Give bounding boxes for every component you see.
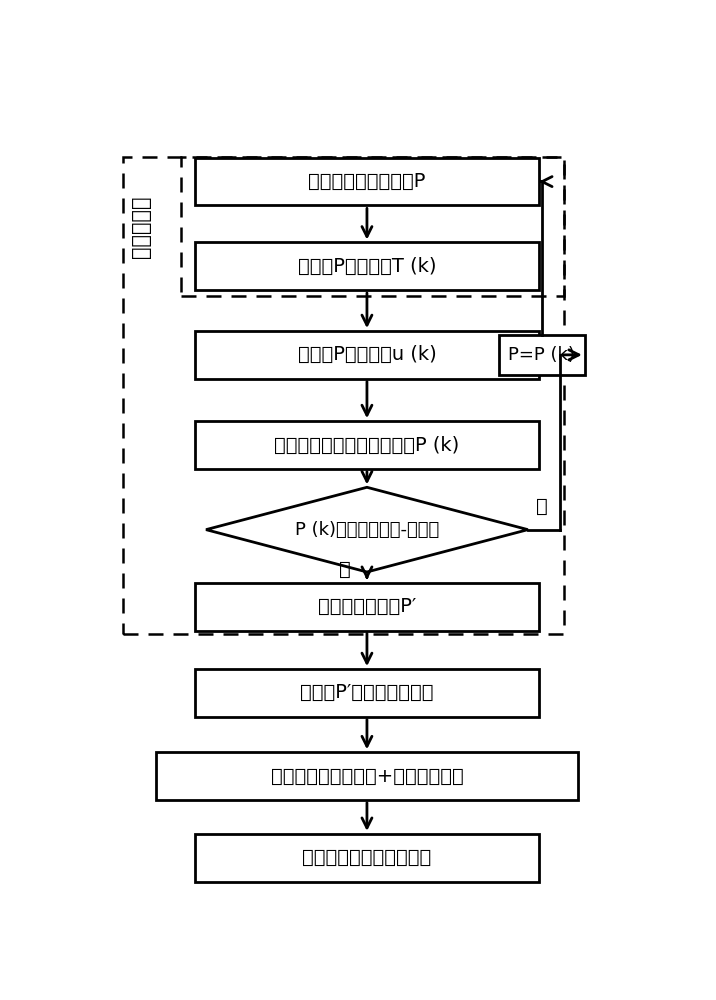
- Text: 计算点P搜索方向u (k): 计算点P搜索方向u (k): [298, 345, 436, 364]
- Text: 最优刚度与姿态关系+最优参数组合: 最优刚度与姿态关系+最优参数组合: [271, 767, 463, 786]
- Text: P (k)满足最优刚度-姿态？: P (k)满足最优刚度-姿态？: [295, 521, 439, 539]
- Bar: [195, 331, 539, 379]
- Text: 确定点P′处的曲率和刚度: 确定点P′处的曲率和刚度: [300, 683, 434, 702]
- Text: 机器人磨抛加工振动抑制: 机器人磨抛加工振动抑制: [302, 848, 432, 867]
- Text: 计算点P迭代刚度T (k): 计算点P迭代刚度T (k): [298, 257, 436, 276]
- Text: 输入初始迭代路径点P: 输入初始迭代路径点P: [309, 172, 425, 191]
- Text: 输出优化后的点P′: 输出优化后的点P′: [318, 597, 416, 616]
- Bar: [195, 242, 539, 290]
- Bar: [123, 157, 564, 634]
- Bar: [195, 158, 539, 205]
- Bar: [195, 421, 539, 469]
- Bar: [499, 335, 585, 375]
- Text: 否: 否: [536, 497, 548, 516]
- Text: 拟牛顿算法: 拟牛顿算法: [131, 195, 151, 258]
- Bar: [195, 583, 539, 631]
- Text: 是: 是: [339, 560, 351, 579]
- Polygon shape: [206, 487, 528, 572]
- Bar: [195, 669, 539, 717]
- Text: P=P (k): P=P (k): [508, 346, 575, 364]
- Bar: [181, 157, 564, 296]
- Text: 计算满足刚度最大的位姿点P (k): 计算满足刚度最大的位姿点P (k): [274, 435, 460, 454]
- Bar: [156, 752, 578, 800]
- Bar: [195, 834, 539, 882]
